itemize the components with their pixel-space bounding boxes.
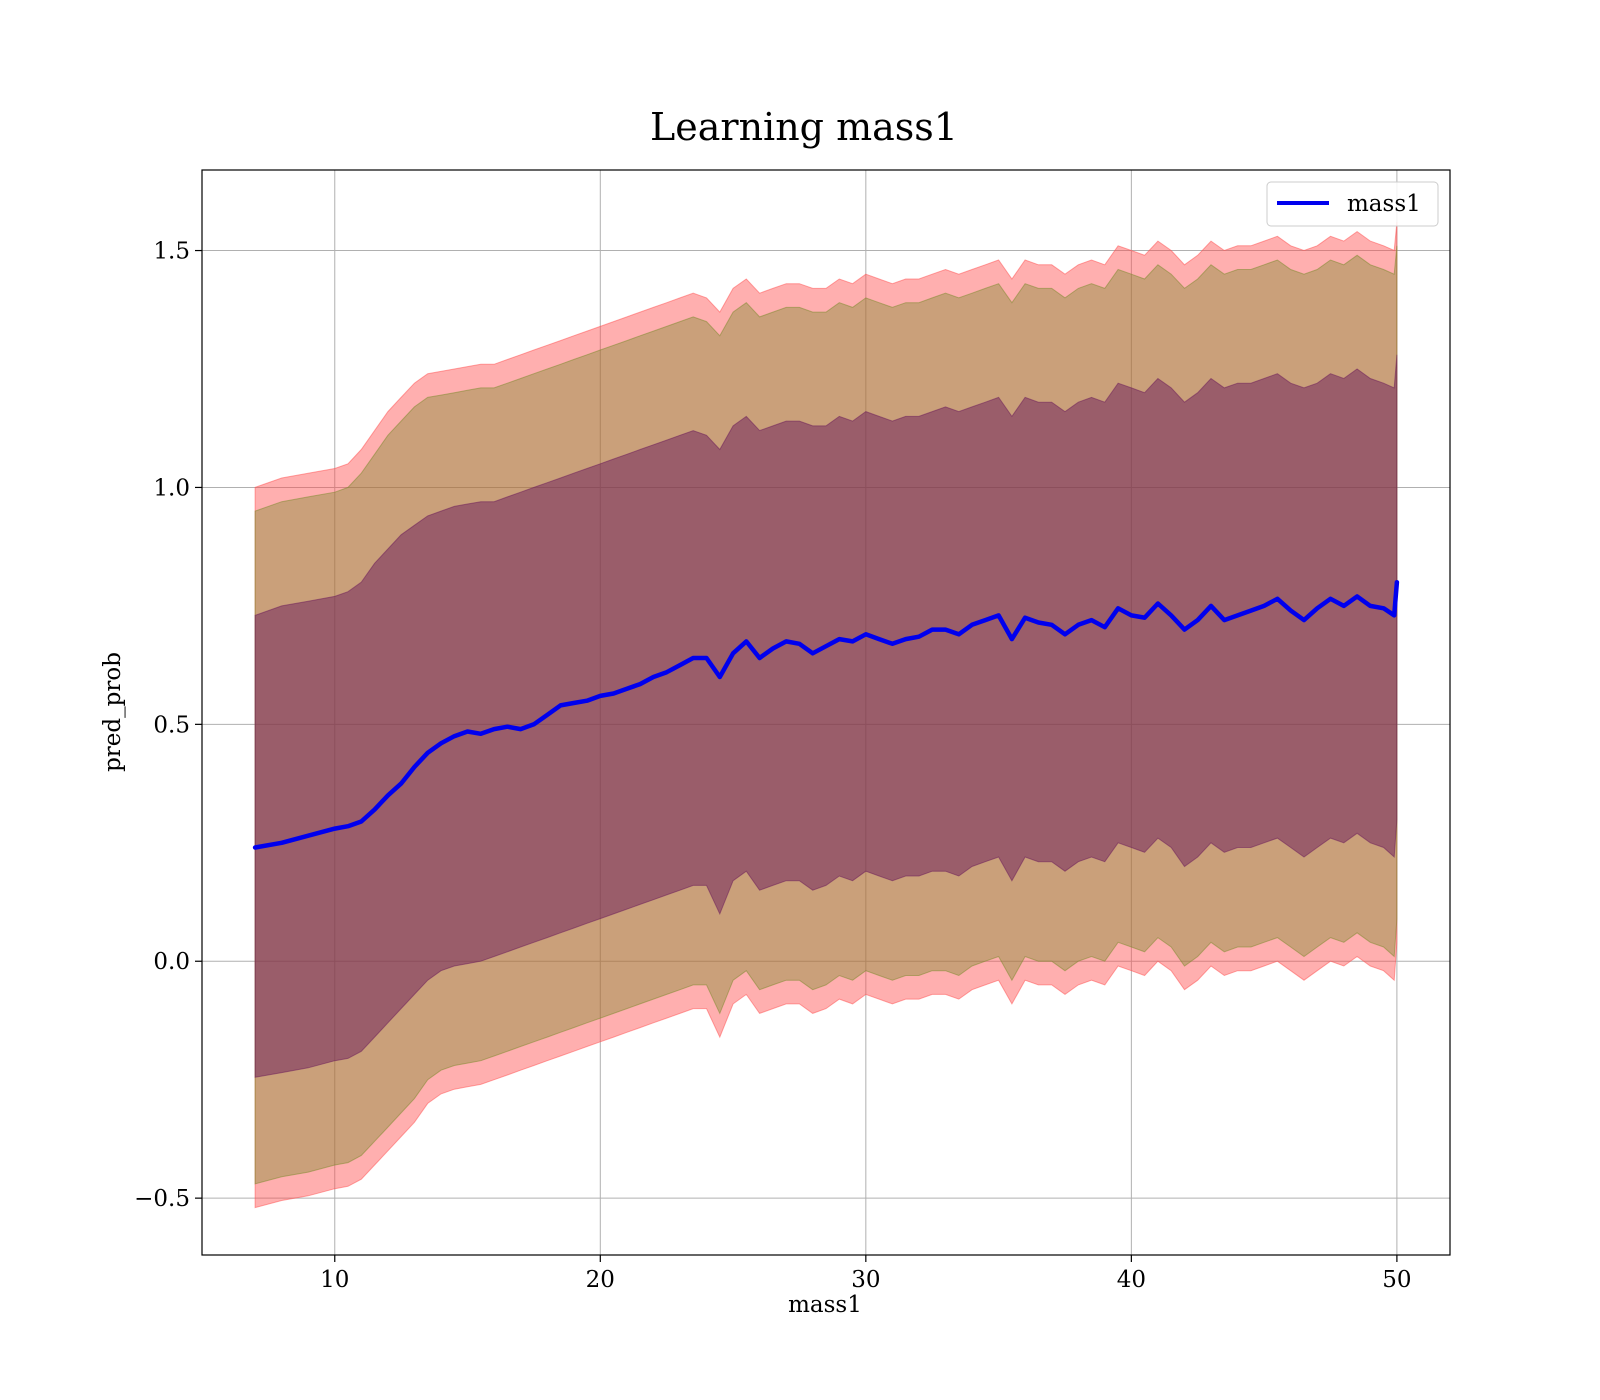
series-line-0	[252, 579, 1400, 850]
y-tick-label: 1.0	[153, 475, 190, 501]
y-tick-label: 1.5	[153, 239, 190, 265]
legend: mass1	[1266, 181, 1439, 227]
x-tick-label: 10	[320, 1267, 349, 1293]
plot-frame	[201, 169, 1451, 1256]
x-tick-label: 20	[586, 1267, 615, 1293]
x-axis-ticks: 10 20 30 40 50	[320, 1255, 1412, 1293]
legend-label: mass1	[1347, 191, 1421, 217]
confidence-bands	[254, 222, 1398, 1209]
x-tick-label: 50	[1382, 1267, 1411, 1293]
y-tick-label: 0.0	[153, 949, 190, 975]
confidence-band-2	[254, 354, 1398, 1078]
x-tick-label: 40	[1117, 1267, 1146, 1293]
series-lines	[252, 579, 1400, 850]
y-axis-label: pred_prob	[100, 652, 126, 772]
y-tick-label: −0.5	[134, 1186, 190, 1212]
x-axis-label: mass1	[788, 1292, 862, 1318]
x-tick-label: 30	[851, 1267, 880, 1293]
legend-box	[1266, 181, 1439, 227]
y-axis-ticks: −0.5 0.0 0.5 1.0 1.5	[134, 239, 202, 1212]
chart-title: Learning mass1	[650, 105, 958, 149]
y-tick-label: 0.5	[153, 712, 190, 738]
